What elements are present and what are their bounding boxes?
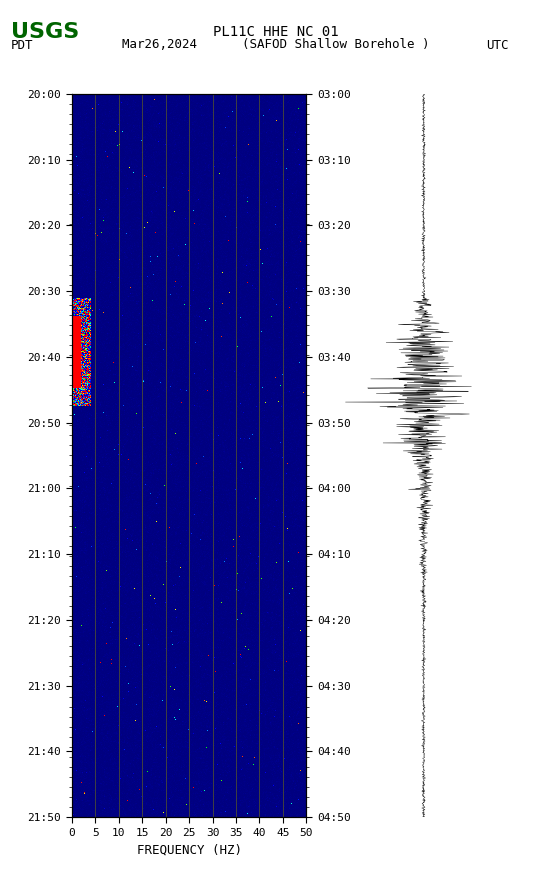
Text: PL11C HHE NC 01: PL11C HHE NC 01 xyxy=(213,25,339,39)
X-axis label: FREQUENCY (HZ): FREQUENCY (HZ) xyxy=(136,843,242,856)
Text: PDT: PDT xyxy=(11,39,34,53)
Text: Mar26,2024      (SAFOD Shallow Borehole ): Mar26,2024 (SAFOD Shallow Borehole ) xyxy=(122,38,430,51)
Text: UTC: UTC xyxy=(486,39,508,53)
Text: USGS: USGS xyxy=(11,22,79,42)
